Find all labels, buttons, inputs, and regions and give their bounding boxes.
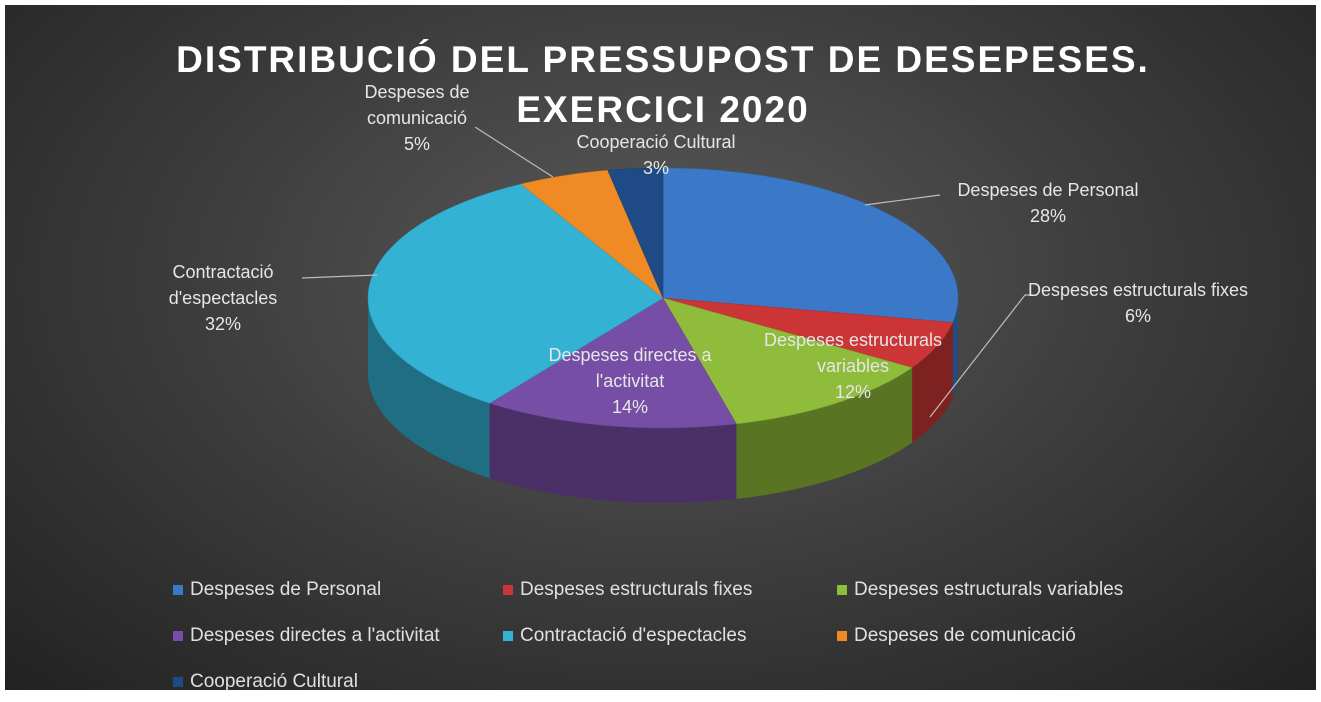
data-label: Despeses de Personal 28% (918, 177, 1178, 229)
legend-label: Despeses de Personal (190, 579, 382, 600)
legend-swatch (503, 631, 513, 641)
legend-item: Despeses directes a l'activitat (173, 613, 503, 659)
legend-item: Cooperació Cultural (173, 659, 503, 690)
slice-side (368, 298, 490, 479)
legend-label: Contractació d'espectacles (520, 625, 747, 646)
legend-swatch (173, 677, 183, 687)
legend-label: Despeses directes a l'activitat (190, 625, 440, 646)
slice-side (736, 367, 913, 499)
legend-label: Despeses estructurals variables (854, 579, 1124, 600)
legend-label: Cooperació Cultural (190, 671, 358, 690)
data-label-name: Despeses estructurals fixes (1027, 280, 1249, 300)
leader-line (301, 274, 378, 279)
legend-item: Despeses de Personal (173, 567, 503, 613)
pie-area (301, 126, 1033, 503)
legend-label: Despeses estructurals fixes (520, 579, 753, 600)
legend-item: Despeses de comunicació (837, 613, 1197, 659)
legend-swatch (173, 631, 183, 641)
slice (662, 297, 954, 368)
data-label-value: 6% (1124, 306, 1151, 326)
data-label: Despeses estructurals fixes 6% (1018, 277, 1258, 329)
data-label-value: 5% (403, 134, 430, 154)
legend-swatch (837, 585, 847, 595)
data-label: Despeses de comunicació 5% (337, 79, 497, 157)
leader-line (474, 126, 554, 178)
legend-swatch (503, 585, 513, 595)
slice (662, 297, 913, 425)
slice (520, 170, 664, 299)
data-label-value: 32% (204, 314, 242, 334)
legend-swatch (837, 631, 847, 641)
data-label-name: Despeses estructurals variables (763, 330, 943, 376)
chart: DISTRIBUCIÓ DEL PRESSUPOST DE DESEPESES.… (5, 5, 1316, 690)
data-label-value: 28% (1029, 206, 1067, 226)
data-label-name: Despeses directes a l'activitat (548, 345, 712, 391)
slice-side (952, 298, 958, 398)
pie-tops (367, 167, 959, 429)
chart-title: DISTRIBUCIÓ DEL PRESSUPOST DE DESEPESES.… (176, 39, 1150, 130)
slice (488, 297, 737, 429)
data-label-value: 12% (834, 382, 872, 402)
data-label: Cooperació Cultural 3% (536, 129, 776, 181)
slice (607, 167, 664, 299)
slice (662, 167, 959, 323)
pie-sides (368, 298, 958, 503)
slice-side (912, 322, 953, 443)
slice-side (489, 403, 737, 503)
data-label: Contractació d'espectacles 32% (143, 259, 303, 337)
data-label-value: 3% (642, 158, 669, 178)
legend-item: Despeses estructurals variables (837, 567, 1197, 613)
data-label-name: Cooperació Cultural (576, 132, 736, 152)
leader-line (929, 294, 1033, 418)
data-label-name: Contractació d'espectacles (168, 262, 278, 308)
data-label-name: Despeses de Personal (957, 180, 1139, 200)
data-label: Despeses estructurals variables 12% (738, 327, 968, 405)
data-label: Despeses directes a l'activitat 14% (525, 342, 735, 420)
legend-item: Contractació d'espectacles (503, 613, 837, 659)
slice (367, 183, 664, 404)
data-label-value: 14% (611, 397, 649, 417)
legend-item: Despeses estructurals fixes (503, 567, 837, 613)
legend-label: Despeses de comunicació (854, 625, 1076, 646)
legend: Despeses de Personal Despeses estructural… (173, 567, 1197, 690)
data-label-name: Despeses de comunicació (364, 82, 470, 128)
legend-swatch (173, 585, 183, 595)
leader-line (864, 194, 941, 206)
